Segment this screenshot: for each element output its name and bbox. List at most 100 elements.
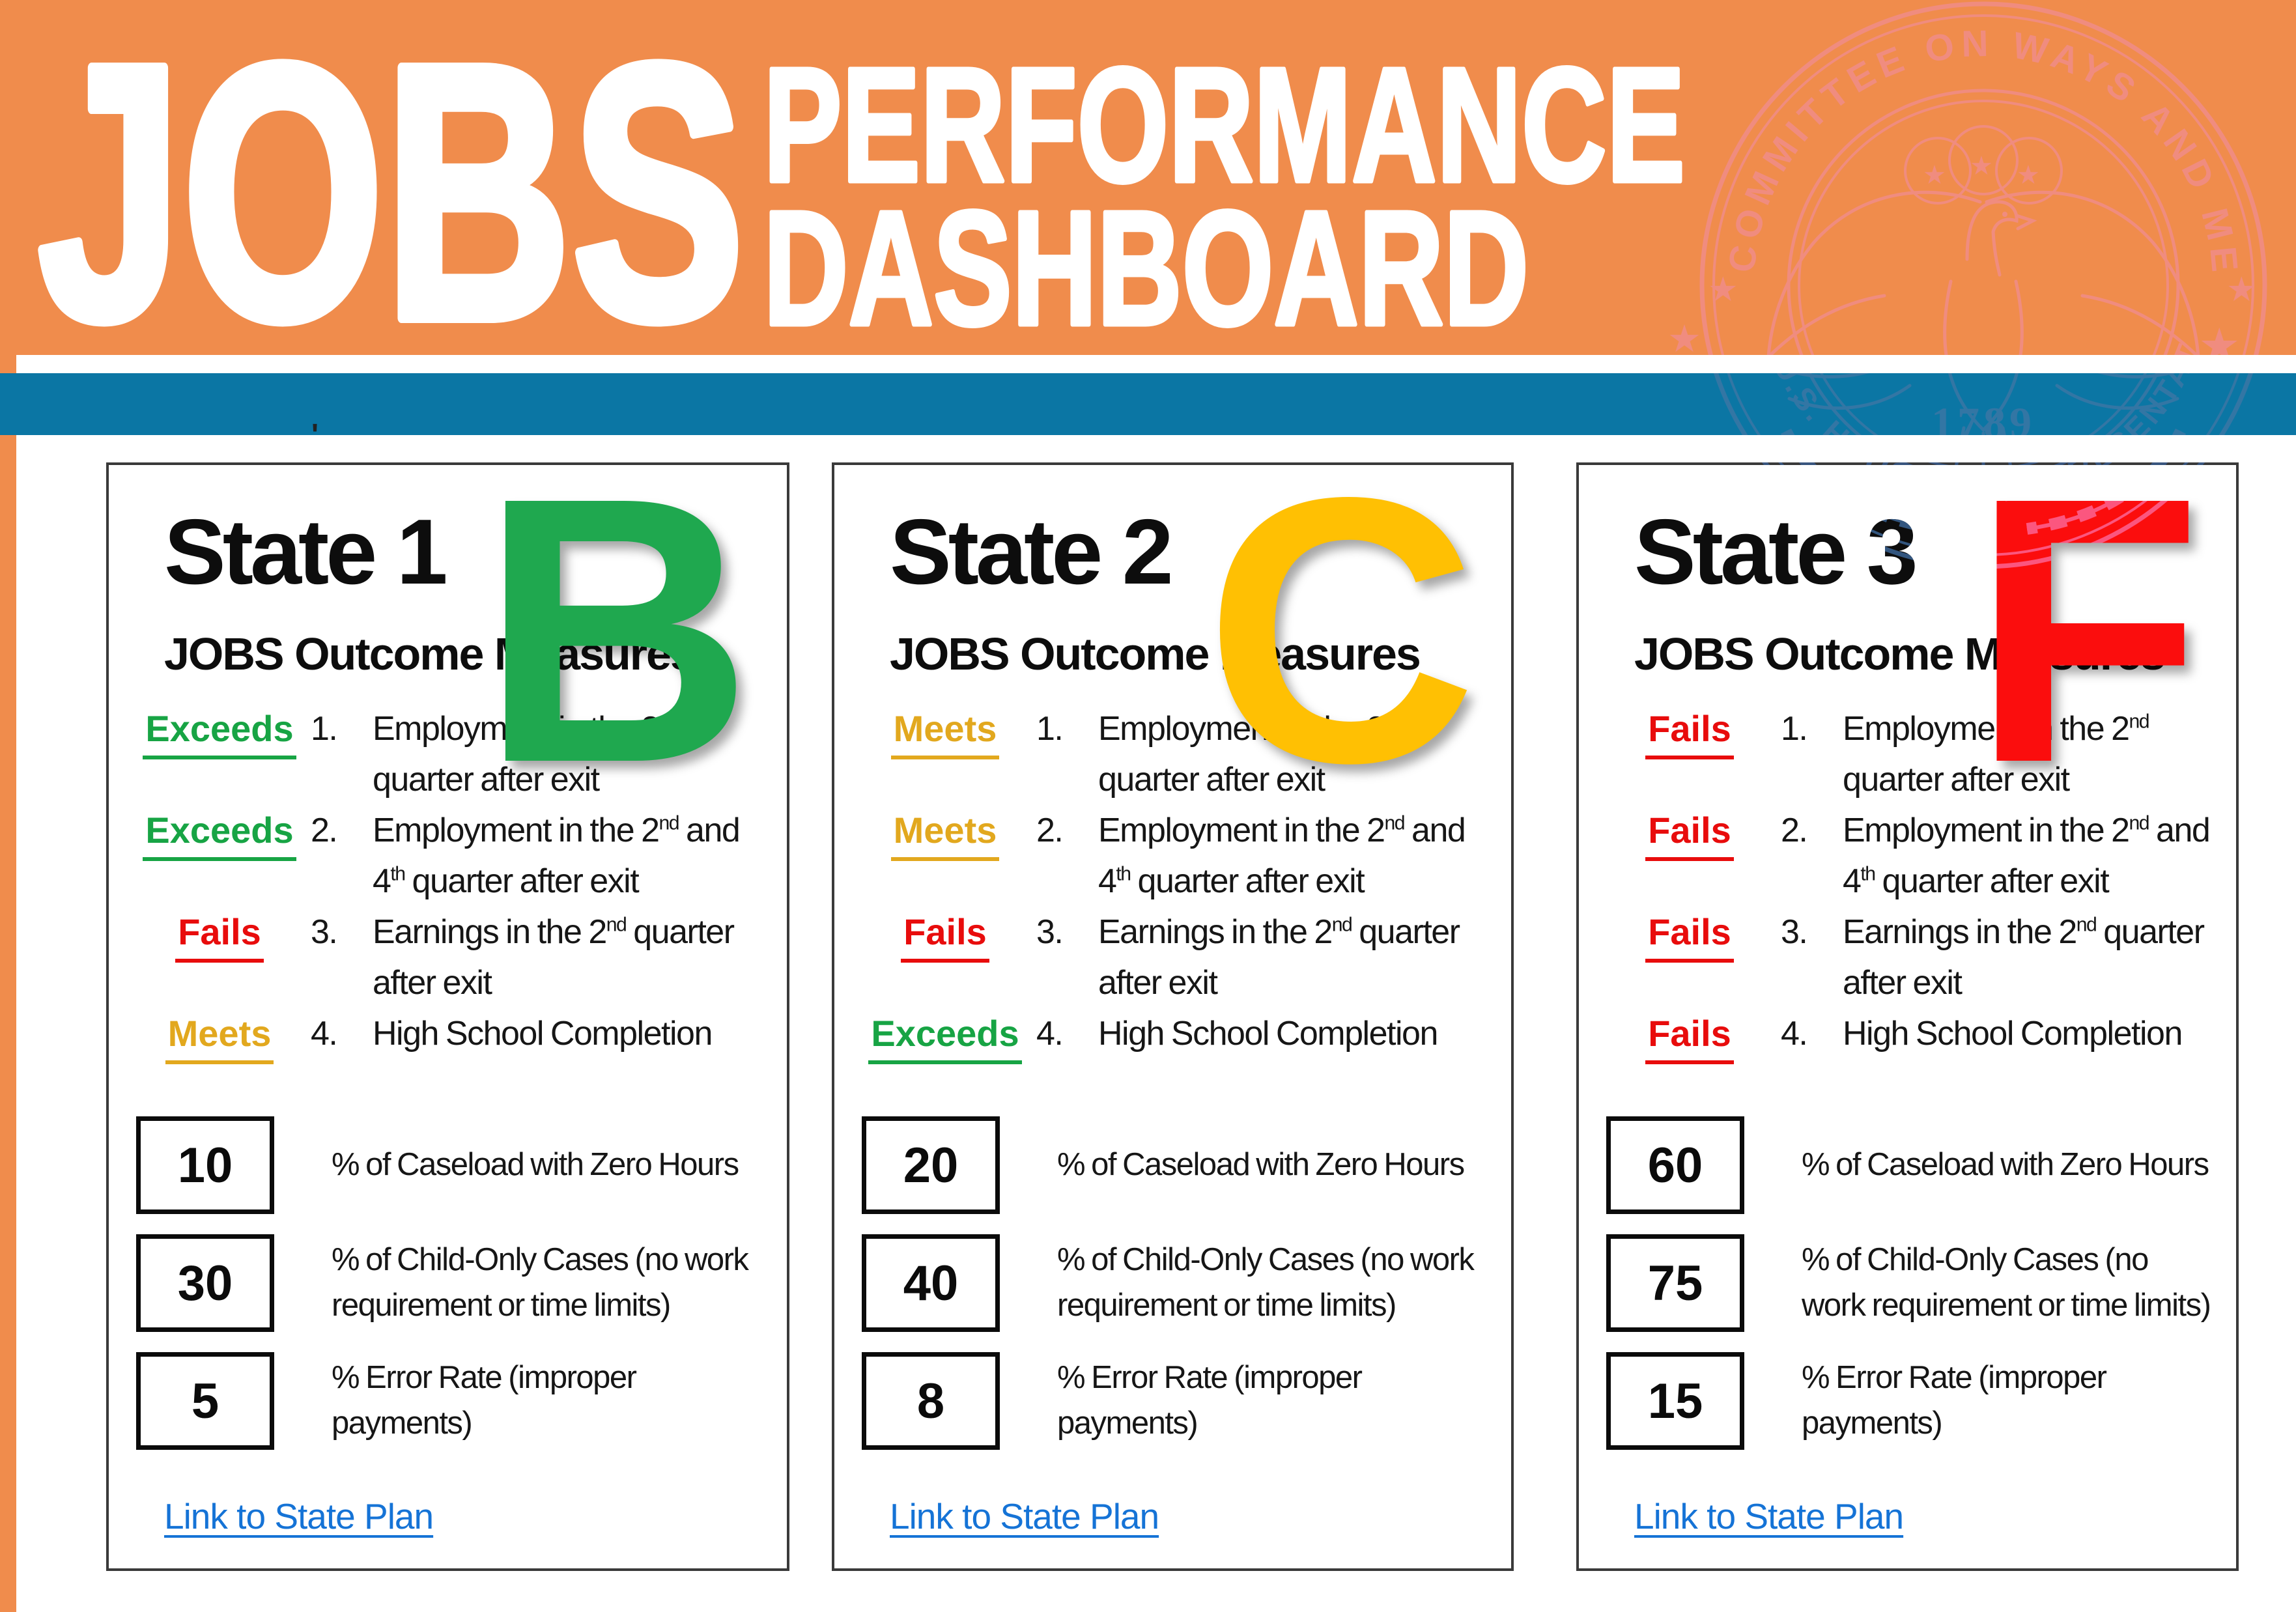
measure-row-1: Meets 1. Employment in the 2nd quarter a…: [854, 703, 1492, 805]
rating-badge: Exceeds: [143, 703, 296, 759]
outcome-measures-heading: JOBS Outcome Measures: [164, 629, 696, 679]
measure-row-4: Exceeds 4. High School Completion: [854, 1008, 1492, 1064]
measure-text: High School Completion: [373, 1015, 713, 1053]
metric-label: % of Caseload with Zero Hours: [1802, 1147, 2209, 1183]
header-banner: JOBS PERFORMANCE DASHBOARD: [0, 0, 2296, 355]
metric-row-zero-hours: 60 % of Caseload with Zero Hours: [1606, 1116, 2218, 1214]
measure-number: 1.: [311, 710, 338, 748]
measures-list: Fails 1. Employment in the 2nd quarter a…: [1579, 703, 2236, 1064]
metric-row-error-rate: 8 % Error Rate (improper payments): [862, 1352, 1493, 1450]
metric-value-box: 8: [862, 1352, 1000, 1450]
measure-text: Earnings in the 2nd quarter after exit: [1843, 913, 2205, 1002]
measure-text: Employment in the 2nd quarter after exit: [373, 710, 680, 799]
metric-value-box: 5: [136, 1352, 274, 1450]
rating-badge: Fails: [1645, 907, 1734, 963]
state-title: State 1: [164, 500, 448, 604]
state-plan-link[interactable]: Link to State Plan: [890, 1496, 1159, 1536]
measure-row-3: Fails 3. Earnings in the 2nd quarter aft…: [128, 907, 767, 1008]
measures-list: Exceeds 1. Employment in the 2nd quarter…: [109, 703, 787, 1064]
metrics-section: 60 % of Caseload with Zero Hours 75 % of…: [1579, 1116, 2218, 1470]
measure-text: High School Completion: [1843, 1015, 2183, 1053]
metric-label: % of Child-Only Cases (no work requireme…: [1802, 1242, 2211, 1323]
metric-row-zero-hours: 20 % of Caseload with Zero Hours: [862, 1116, 1493, 1214]
jobs-logo-text: JOBS: [38, 0, 744, 355]
rating-badge: Exceeds: [868, 1008, 1022, 1064]
metrics-section: 20 % of Caseload with Zero Hours 40 % of…: [834, 1116, 1493, 1470]
metric-row-zero-hours: 10 % of Caseload with Zero Hours: [136, 1116, 769, 1214]
outcome-measures-heading: JOBS Outcome Measures: [890, 629, 1421, 679]
grade-letter: B: [480, 419, 753, 841]
metric-value-box: 20: [862, 1116, 1000, 1214]
metric-label: % of Child-Only Cases (no work requireme…: [332, 1242, 749, 1323]
state-plan-link[interactable]: Link to State Plan: [164, 1496, 434, 1536]
metric-row-child-only: 40 % of Child-Only Cases (no work requir…: [862, 1234, 1493, 1332]
measures-list: Meets 1. Employment in the 2nd quarter a…: [834, 703, 1511, 1064]
measure-row-2: Exceeds 2. Employment in the 2nd and 4th…: [128, 805, 767, 907]
header-title-line2: DASHBOARD: [763, 177, 1529, 355]
metric-row-error-rate: 5 % Error Rate (improper payments): [136, 1352, 769, 1450]
measure-text: Employment in the 2nd quarter after exit: [1843, 710, 2150, 799]
measure-text: Employment in the 2nd and 4th quarter af…: [1843, 812, 2211, 900]
outcome-measures-heading: JOBS Outcome Measures: [1634, 629, 2166, 679]
measure-number: 3.: [1781, 913, 1808, 951]
grade-letter: F: [1971, 419, 2202, 841]
measure-text: High School Completion: [1098, 1015, 1438, 1053]
rating-badge: Meets: [890, 703, 1000, 759]
rating-badge: Fails: [1645, 703, 1734, 759]
measure-text: Employment in the 2nd and 4th quarter af…: [1098, 812, 1466, 900]
measure-row-4: Meets 4. High School Completion: [128, 1008, 767, 1064]
metric-label: % of Caseload with Zero Hours: [332, 1147, 739, 1183]
metric-value-box: 60: [1606, 1116, 1744, 1214]
rating-badge: Meets: [890, 805, 1000, 861]
header-title-line1: PERFORMANCE: [763, 34, 1685, 216]
measure-row-4: Fails 4. High School Completion: [1598, 1008, 2217, 1064]
measure-text: Earnings in the 2nd quarter after exit: [1098, 913, 1460, 1002]
metric-value-box: 30: [136, 1234, 274, 1332]
metric-row-child-only: 30 % of Child-Only Cases (no work requir…: [136, 1234, 769, 1332]
metric-label: % Error Rate (improper payments): [332, 1360, 637, 1441]
measure-row-1: Fails 1. Employment in the 2nd quarter a…: [1598, 703, 2217, 805]
metric-label: % Error Rate (improper payments): [1057, 1360, 1363, 1441]
grade-letter: C: [1204, 419, 1477, 841]
rating-badge: Fails: [901, 907, 989, 963]
header-wordmark: JOBS PERFORMANCE DASHBOARD: [33, 0, 1688, 355]
measure-number: 4.: [1036, 1015, 1064, 1053]
rating-badge: Fails: [1645, 805, 1734, 861]
measure-row-1: Exceeds 1. Employment in the 2nd quarter…: [128, 703, 767, 805]
metric-value-box: 75: [1606, 1234, 1744, 1332]
metric-label: % Error Rate (improper payments): [1802, 1360, 2107, 1441]
measure-row-3: Fails 3. Earnings in the 2nd quarter aft…: [854, 907, 1492, 1008]
measure-number: 2.: [1036, 812, 1064, 849]
measure-number: 1.: [1781, 710, 1808, 748]
measure-row-2: Meets 2. Employment in the 2nd and 4th q…: [854, 805, 1492, 907]
metric-row-child-only: 75 % of Child-Only Cases (no work requir…: [1606, 1234, 2218, 1332]
measure-number: 3.: [311, 913, 338, 951]
metric-label: % of Caseload with Zero Hours: [1057, 1147, 1465, 1183]
measure-number: 4.: [311, 1015, 338, 1053]
metric-label: % of Child-Only Cases (no work requireme…: [1057, 1242, 1475, 1323]
metric-value-box: 40: [862, 1234, 1000, 1332]
measure-text: Employment in the 2nd quarter after exit: [1098, 710, 1406, 799]
rating-badge: Fails: [175, 907, 264, 963]
state-card-2: C State 2 JOBS Outcome Measures Meets 1.…: [832, 419, 1514, 1571]
measure-number: 1.: [1036, 710, 1064, 748]
metric-row-error-rate: 15 % Error Rate (improper payments): [1606, 1352, 2218, 1450]
blue-divider-bar: [0, 373, 2296, 435]
metric-value-box: 15: [1606, 1352, 1744, 1450]
measure-row-3: Fails 3. Earnings in the 2nd quarter aft…: [1598, 907, 2217, 1008]
header-gap: [16, 355, 2296, 373]
measure-number: 2.: [311, 812, 338, 849]
rating-badge: Exceeds: [143, 805, 296, 861]
measure-number: 2.: [1781, 812, 1808, 849]
state-card-3: F State 3 JOBS Outcome Measures Fails 1.…: [1576, 419, 2239, 1571]
state-plan-link[interactable]: Link to State Plan: [1634, 1496, 1904, 1536]
metrics-section: 10 % of Caseload with Zero Hours 30 % of…: [109, 1116, 769, 1470]
state-title: State 2: [890, 500, 1174, 604]
stray-mark: ': [311, 417, 319, 451]
measure-text: Earnings in the 2nd quarter after exit: [373, 913, 735, 1002]
rating-badge: Fails: [1645, 1008, 1734, 1064]
measure-number: 4.: [1781, 1015, 1808, 1053]
measure-text: Employment in the 2nd and 4th quarter af…: [373, 812, 741, 900]
rating-badge: Meets: [165, 1008, 274, 1064]
